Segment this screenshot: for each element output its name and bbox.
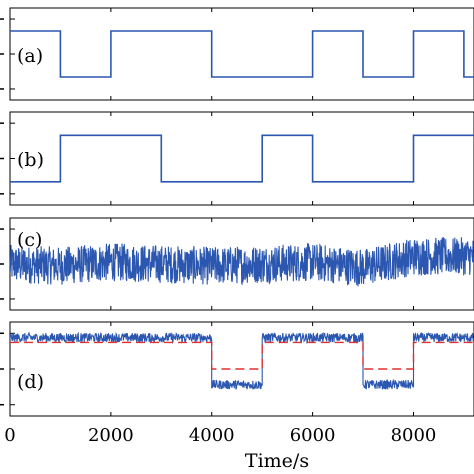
panel-a: (a) [0, 7, 474, 101]
axes-frame [9, 111, 474, 206]
x-tick-label: 0 [4, 425, 15, 446]
panel-label: (d) [17, 371, 44, 393]
x-tick-label: 6000 [290, 425, 336, 446]
x-axis-label: Time/s [245, 450, 309, 472]
panel-c: (c) [0, 217, 474, 311]
x-tick-label: 8000 [391, 425, 437, 446]
panel-label: (b) [17, 149, 44, 171]
panel-label: (c) [17, 229, 42, 251]
series-b-1 [10, 134, 474, 183]
panel-label: (a) [17, 45, 43, 67]
series-a-1 [10, 30, 474, 78]
series-d-1 [10, 331, 474, 391]
panel-d: (d) [0, 321, 474, 417]
x-tick-label: 2000 [88, 425, 134, 446]
panel-b: (b) [0, 111, 474, 206]
x-tick-label: 4000 [189, 425, 235, 446]
series-d-2 [10, 341, 474, 370]
series-c-1 [10, 237, 474, 287]
axes-frame [9, 7, 474, 101]
